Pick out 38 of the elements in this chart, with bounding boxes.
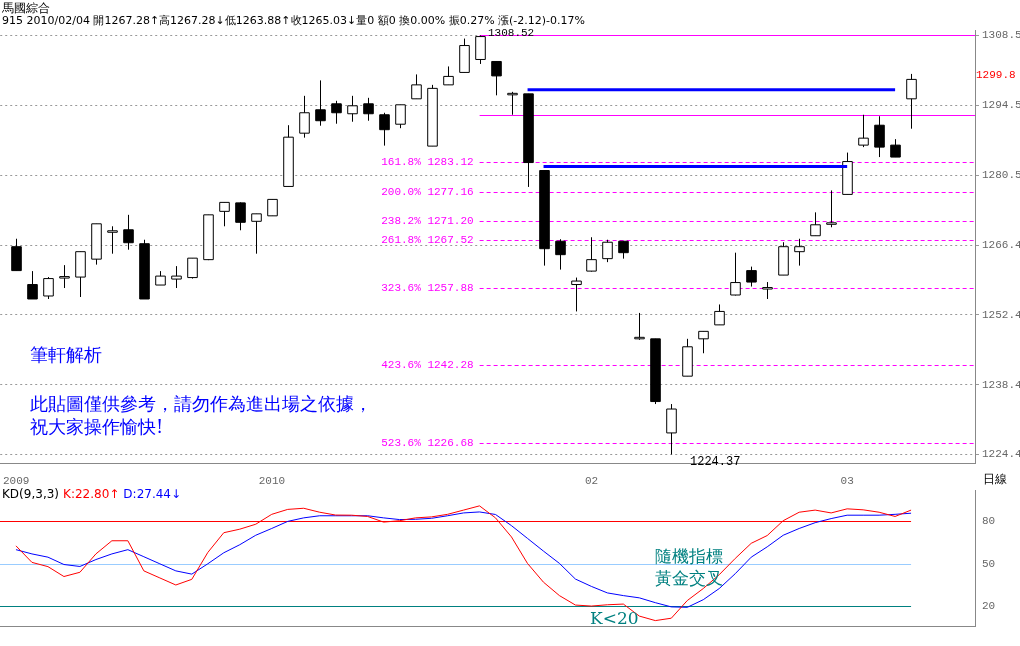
- ref-line-label: 261.8% 1267.52: [381, 234, 474, 247]
- x-tick-label: 2010: [258, 475, 286, 488]
- candlestick: [59, 264, 70, 289]
- y-tick-label: 20: [982, 600, 996, 613]
- annotation: K<20: [590, 608, 639, 628]
- x-tick-label: 03: [840, 475, 854, 488]
- text: 日線: [983, 471, 1007, 488]
- candlestick: [826, 189, 837, 228]
- candlestick: [475, 34, 486, 65]
- annotation: 1224.37: [690, 455, 741, 469]
- ref-line-label: 200.0% 1277.16: [381, 186, 474, 199]
- x-tick-label: 02: [584, 475, 599, 488]
- y-tick-label: 80: [982, 515, 996, 528]
- annotation: 隨機指標: [655, 545, 723, 568]
- ref-line-label: 161.8% 1283.12: [381, 156, 474, 169]
- candlestick: [586, 236, 597, 273]
- chart-title: KD(9,3,3): [2, 487, 60, 501]
- annotation: 祝大家操作愉快!: [30, 415, 164, 439]
- chart-subtitle: 915 2010/02/04 開1267.28↑高1267.28↓低1263.88↑收1265.03↓量0 額0 換0.00% 振0.27% 漲(-2.12)-0.17%: [2, 14, 586, 28]
- text: D:27.44↓: [123, 487, 182, 501]
- y-tick-label: 50: [982, 557, 996, 570]
- ref-line-label: 238.2% 1271.20: [381, 215, 474, 228]
- ref-line-label: 423.6% 1242.28: [381, 359, 474, 372]
- candlestick: [395, 104, 406, 129]
- candlestick: [11, 238, 22, 272]
- candlestick: [107, 225, 118, 255]
- candlestick: [299, 95, 310, 139]
- annotation: 此貼圖僅供參考，請勿作為進出場之依據，: [30, 392, 372, 416]
- chart-title: 馬國綜合: [2, 1, 50, 15]
- ref-line-label: 523.6% 1226.68: [381, 437, 474, 450]
- ref-line-label: 323.6% 1257.88: [381, 282, 474, 295]
- text: 1299.8: [976, 69, 1016, 81]
- candlestick: [251, 213, 262, 255]
- candlestick: [746, 266, 757, 288]
- annotation: 筆軒解析: [30, 343, 102, 367]
- x-tick-label: 2009: [3, 475, 30, 488]
- text: K:22.80↑: [63, 487, 120, 501]
- candlestick: [235, 201, 246, 231]
